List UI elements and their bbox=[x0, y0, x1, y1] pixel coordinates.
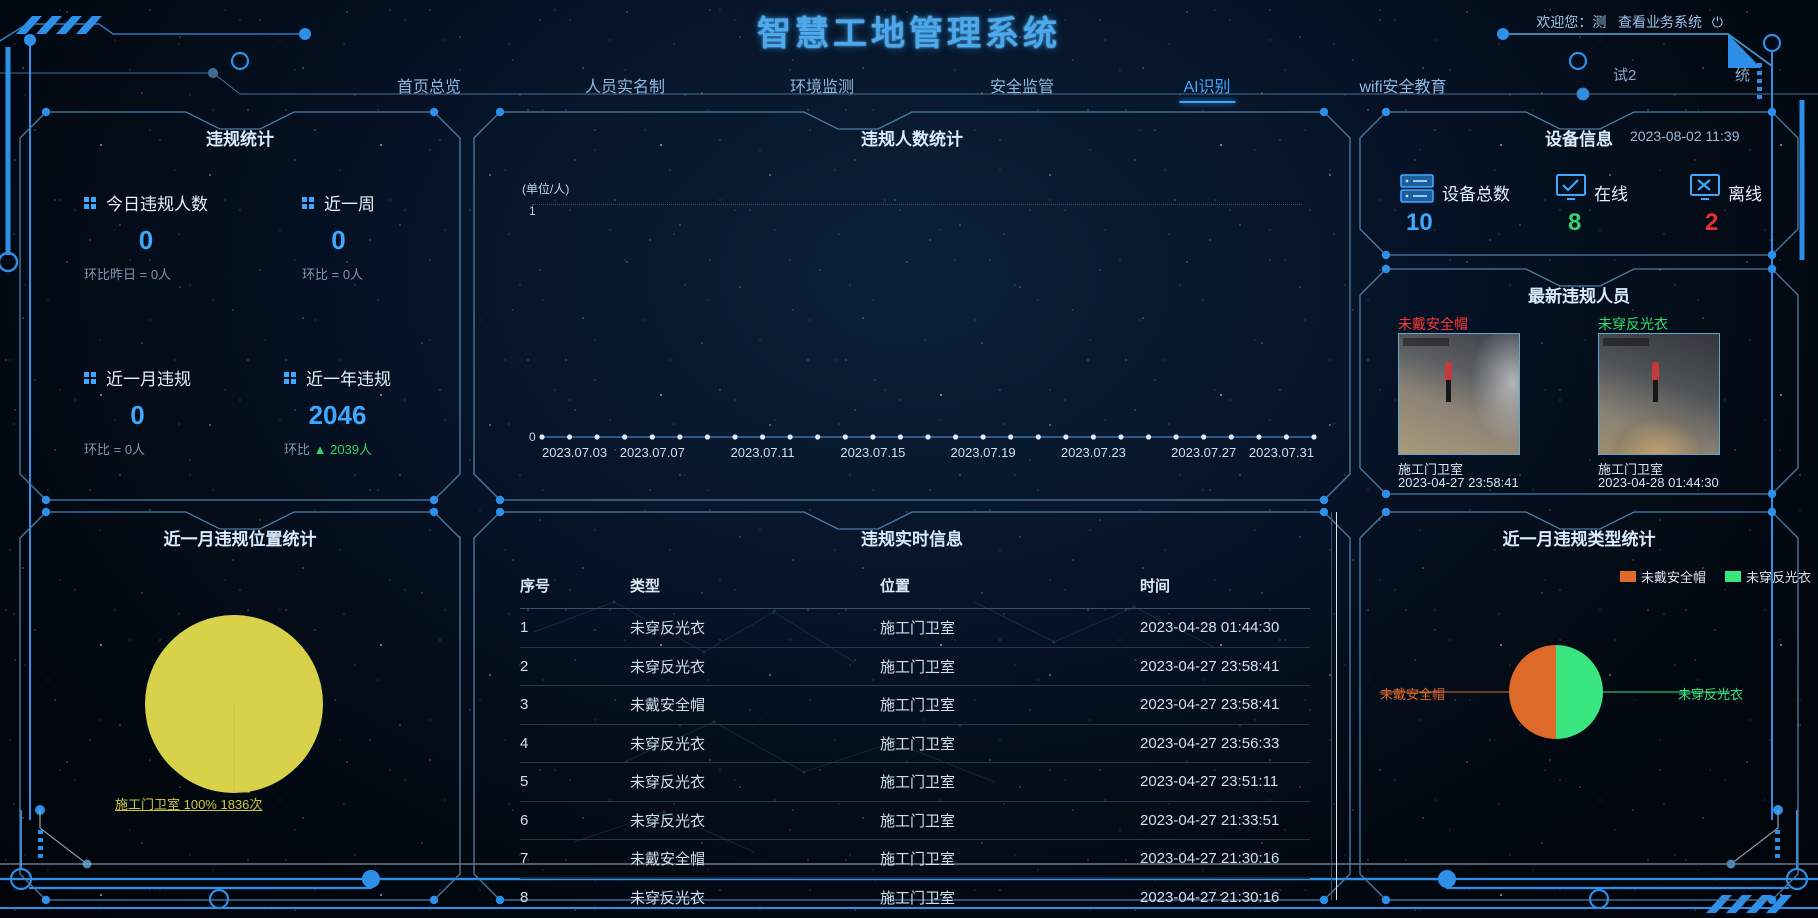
svg-text:试2: 试2 bbox=[1613, 67, 1636, 84]
svg-text:统: 统 bbox=[1735, 67, 1750, 84]
